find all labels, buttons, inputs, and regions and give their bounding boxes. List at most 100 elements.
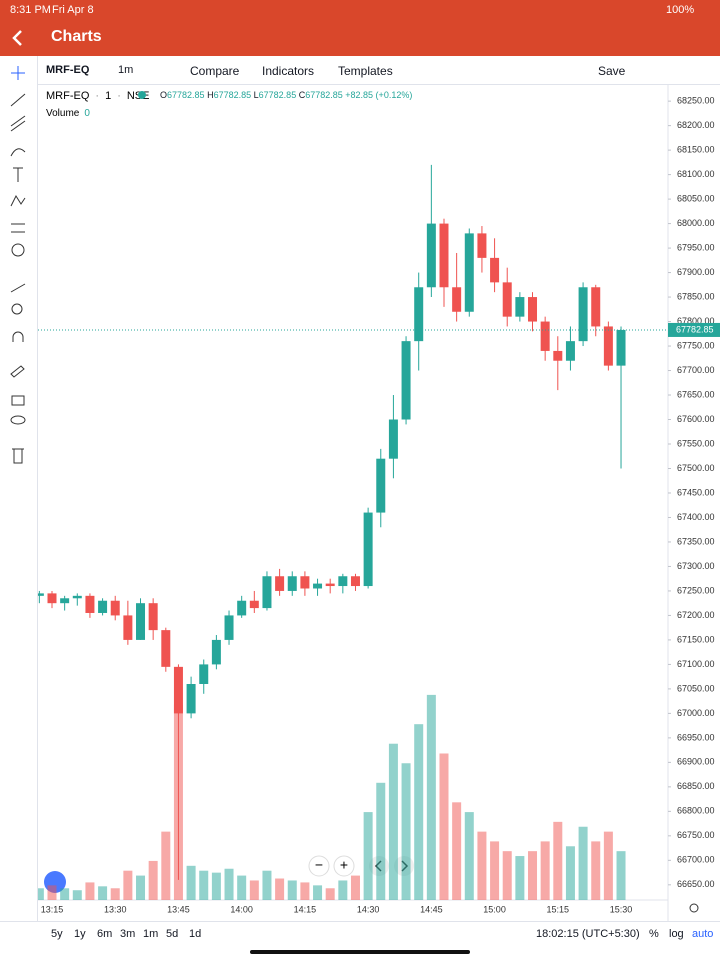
volume-legend: Volume 0 (46, 108, 90, 119)
y-tick-label: 66650.00 (677, 879, 715, 889)
y-tick-label: 67150.00 (677, 634, 715, 644)
templates-button[interactable]: Templates (338, 64, 393, 78)
volume-bar (603, 831, 613, 900)
candle-body (464, 233, 474, 312)
candle-body (452, 287, 462, 312)
range-button[interactable]: 1d (189, 928, 202, 940)
candle-body (287, 576, 297, 591)
y-tick-label: 66750.00 (677, 830, 715, 840)
range-button[interactable]: 3m (120, 928, 136, 940)
x-tick-label: 15:15 (547, 904, 570, 914)
save-button[interactable]: Save (598, 64, 626, 78)
candle-body (249, 600, 259, 609)
svg-text:+: + (340, 857, 348, 873)
y-tick-label: 67300.00 (677, 561, 715, 571)
candle-body (300, 576, 310, 589)
volume-bar (350, 875, 360, 900)
last-price-label: 67782.85 (676, 324, 714, 334)
range-button[interactable]: 6m (97, 928, 113, 940)
volume-bar (211, 872, 221, 900)
volume-bar (363, 812, 373, 900)
volume-bar (452, 802, 462, 900)
volume-bar (300, 882, 310, 900)
candle-body (515, 297, 525, 317)
candle-body (338, 576, 348, 587)
candle-body (363, 512, 373, 587)
candle-body (603, 326, 613, 366)
candle-body (173, 666, 183, 714)
candle-body (490, 257, 500, 283)
compare-button[interactable]: Compare (190, 64, 240, 78)
live-dot (138, 91, 146, 99)
candle-body (502, 282, 512, 317)
volume-bar (565, 846, 575, 900)
chart-toolbar: MRF-EQ 1m Compare Indicators Templates S… (38, 56, 720, 85)
y-tick-label: 67200.00 (677, 610, 715, 620)
legend-symbol: MRF-EQ (46, 90, 90, 102)
header-title: Charts (51, 28, 102, 45)
volume-bar (401, 763, 411, 900)
volume-bar (313, 885, 323, 900)
volume-bar (262, 870, 272, 900)
candle-body (350, 576, 360, 587)
axis-settings[interactable] (689, 903, 699, 913)
volume-bar (464, 812, 474, 900)
volume-bar (426, 694, 436, 900)
zoom-out[interactable] (308, 855, 330, 877)
volume-bar (34, 888, 44, 900)
volume-bar (553, 821, 563, 900)
symbol-button[interactable]: MRF-EQ (46, 64, 90, 76)
candle-body (477, 233, 487, 258)
candle-body (199, 664, 209, 684)
x-tick-label: 14:30 (357, 904, 380, 914)
volume-bar (439, 753, 449, 900)
volume-bar (388, 743, 398, 900)
volume-bar (376, 782, 386, 900)
y-tick-label: 68050.00 (677, 193, 715, 203)
volume-bar (224, 868, 234, 900)
y-tick-label: 67700.00 (677, 365, 715, 375)
range-button[interactable]: 5d (166, 928, 179, 940)
volume-bar (249, 880, 259, 900)
volume-bar (338, 880, 348, 900)
y-tick-label: 67600.00 (677, 414, 715, 424)
candle-body (376, 458, 386, 513)
volume-bar (578, 826, 588, 900)
volume-value: 0 (84, 108, 90, 119)
range-button[interactable]: 1y (74, 928, 86, 940)
auto-toggle[interactable]: auto (692, 928, 714, 940)
volume-bar (477, 831, 487, 900)
volume-bar (528, 851, 538, 900)
range-button[interactable]: 5y (51, 928, 63, 940)
y-tick-label: 67100.00 (677, 659, 715, 669)
volume-bar (110, 888, 120, 900)
ohlc-value: 67782.85 (259, 90, 297, 100)
ohlc-value: 67782.85 (305, 90, 343, 100)
drawing-toolbar (0, 56, 38, 921)
y-tick-label: 67750.00 (677, 340, 715, 350)
candle-body (578, 287, 588, 342)
indicators-button[interactable]: Indicators (262, 64, 315, 78)
candle-body (540, 321, 550, 351)
range-button[interactable]: 1m (143, 928, 159, 940)
volume-bar (72, 890, 82, 900)
y-tick-label: 67550.00 (677, 438, 715, 448)
candle-body (34, 593, 44, 596)
back-button[interactable] (8, 28, 28, 48)
volume-label: Volume (46, 108, 80, 119)
volume-bar (98, 886, 108, 900)
volume-bar (136, 875, 146, 900)
status-battery: 100% (666, 4, 695, 16)
volume-bar (275, 878, 285, 900)
volume-bar (186, 865, 196, 900)
zoom-in[interactable] (333, 855, 355, 877)
candle-body (123, 615, 133, 640)
candle-body (591, 287, 601, 327)
log-toggle[interactable]: log (669, 928, 684, 940)
y-tick-label: 66700.00 (677, 855, 715, 865)
interval-button[interactable]: 1m (118, 64, 134, 76)
x-tick-label: 13:30 (104, 904, 127, 914)
percent-toggle[interactable]: % (649, 928, 659, 940)
